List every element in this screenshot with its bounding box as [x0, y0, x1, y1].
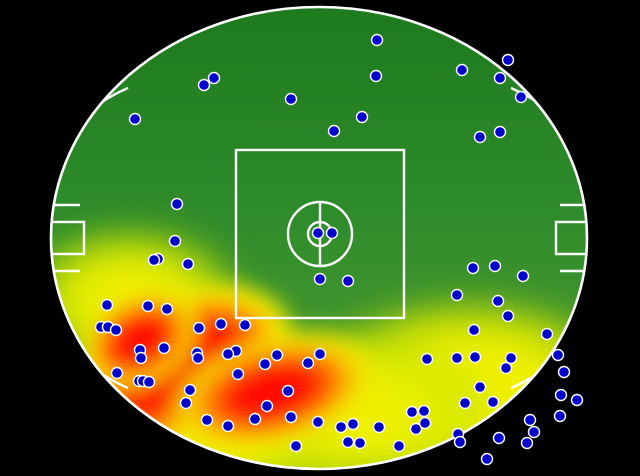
event-marker-layer [94, 33, 584, 466]
event-marker[interactable] [179, 396, 193, 410]
hotspot-tertiary [72, 282, 208, 398]
event-marker[interactable] [492, 431, 506, 445]
event-marker[interactable] [501, 53, 515, 67]
event-marker[interactable] [281, 384, 295, 398]
event-marker[interactable] [486, 395, 500, 409]
event-marker[interactable] [341, 435, 355, 449]
event-marker[interactable] [248, 412, 262, 426]
event-marker[interactable] [468, 350, 482, 364]
event-marker[interactable] [301, 356, 315, 370]
event-marker[interactable] [341, 274, 355, 288]
event-marker[interactable] [553, 409, 567, 423]
event-marker[interactable] [221, 347, 235, 361]
event-marker[interactable] [258, 357, 272, 371]
event-marker[interactable] [488, 259, 502, 273]
event-marker[interactable] [110, 366, 124, 380]
event-marker[interactable] [504, 351, 518, 365]
event-marker[interactable] [453, 435, 467, 449]
event-marker[interactable] [270, 348, 284, 362]
event-marker[interactable] [501, 309, 515, 323]
event-marker[interactable] [370, 33, 384, 47]
event-marker[interactable] [458, 396, 472, 410]
event-marker[interactable] [160, 302, 174, 316]
event-marker[interactable] [311, 415, 325, 429]
centre-square [234, 148, 406, 320]
event-marker[interactable] [473, 130, 487, 144]
event-marker[interactable] [405, 405, 419, 419]
event-marker[interactable] [554, 388, 568, 402]
event-marker[interactable] [207, 71, 221, 85]
event-marker[interactable] [192, 321, 206, 335]
event-marker[interactable] [551, 348, 565, 362]
event-marker[interactable] [200, 413, 214, 427]
event-marker[interactable] [313, 347, 327, 361]
event-marker[interactable] [197, 78, 211, 92]
event-marker[interactable] [284, 92, 298, 106]
event-marker[interactable] [523, 413, 537, 427]
event-marker[interactable] [392, 439, 406, 453]
event-marker[interactable] [467, 323, 481, 337]
event-marker[interactable] [418, 416, 432, 430]
event-marker[interactable] [191, 351, 205, 365]
event-marker[interactable] [493, 71, 507, 85]
event-marker[interactable] [514, 90, 528, 104]
event-marker[interactable] [520, 436, 534, 450]
event-marker[interactable] [499, 361, 513, 375]
event-marker[interactable] [480, 452, 494, 466]
event-marker[interactable] [284, 410, 298, 424]
event-marker[interactable] [100, 298, 114, 312]
event-marker[interactable] [157, 341, 171, 355]
event-marker[interactable] [141, 299, 155, 313]
event-marker[interactable] [289, 439, 303, 453]
event-marker[interactable] [183, 383, 197, 397]
event-marker[interactable] [181, 257, 195, 271]
event-marker[interactable] [372, 420, 386, 434]
event-marker[interactable] [491, 294, 505, 308]
event-marker[interactable] [147, 253, 161, 267]
event-marker[interactable] [231, 367, 245, 381]
event-marker[interactable] [466, 261, 480, 275]
event-marker[interactable] [128, 112, 142, 126]
event-marker[interactable] [409, 422, 423, 436]
event-marker[interactable] [327, 124, 341, 138]
event-marker[interactable] [260, 399, 274, 413]
event-marker[interactable] [168, 234, 182, 248]
event-marker[interactable] [313, 272, 327, 286]
event-marker[interactable] [170, 197, 184, 211]
event-marker[interactable] [109, 323, 123, 337]
event-marker[interactable] [346, 417, 360, 431]
event-marker[interactable] [221, 419, 235, 433]
event-marker[interactable] [238, 318, 252, 332]
goal-square-left [50, 220, 86, 256]
event-marker[interactable] [134, 351, 148, 365]
event-marker[interactable] [516, 269, 530, 283]
event-marker[interactable] [334, 420, 348, 434]
event-marker[interactable] [570, 393, 584, 407]
hotspot-secondary [156, 325, 388, 459]
oval-boundary [49, 5, 589, 471]
event-marker[interactable] [455, 63, 469, 77]
event-marker[interactable] [353, 436, 367, 450]
event-marker[interactable] [450, 351, 464, 365]
event-marker[interactable] [493, 125, 507, 139]
event-marker[interactable] [450, 288, 464, 302]
event-marker[interactable] [142, 375, 156, 389]
event-marker[interactable] [540, 327, 554, 341]
event-marker[interactable] [557, 365, 571, 379]
event-marker[interactable] [369, 69, 383, 83]
event-marker[interactable] [355, 110, 369, 124]
event-marker[interactable] [417, 404, 431, 418]
event-marker[interactable] [311, 226, 325, 240]
event-marker[interactable] [473, 380, 487, 394]
event-marker[interactable] [527, 425, 541, 439]
goal-square-right [554, 220, 588, 256]
event-marker[interactable] [214, 317, 228, 331]
event-marker[interactable] [325, 226, 339, 240]
event-marker[interactable] [420, 352, 434, 366]
